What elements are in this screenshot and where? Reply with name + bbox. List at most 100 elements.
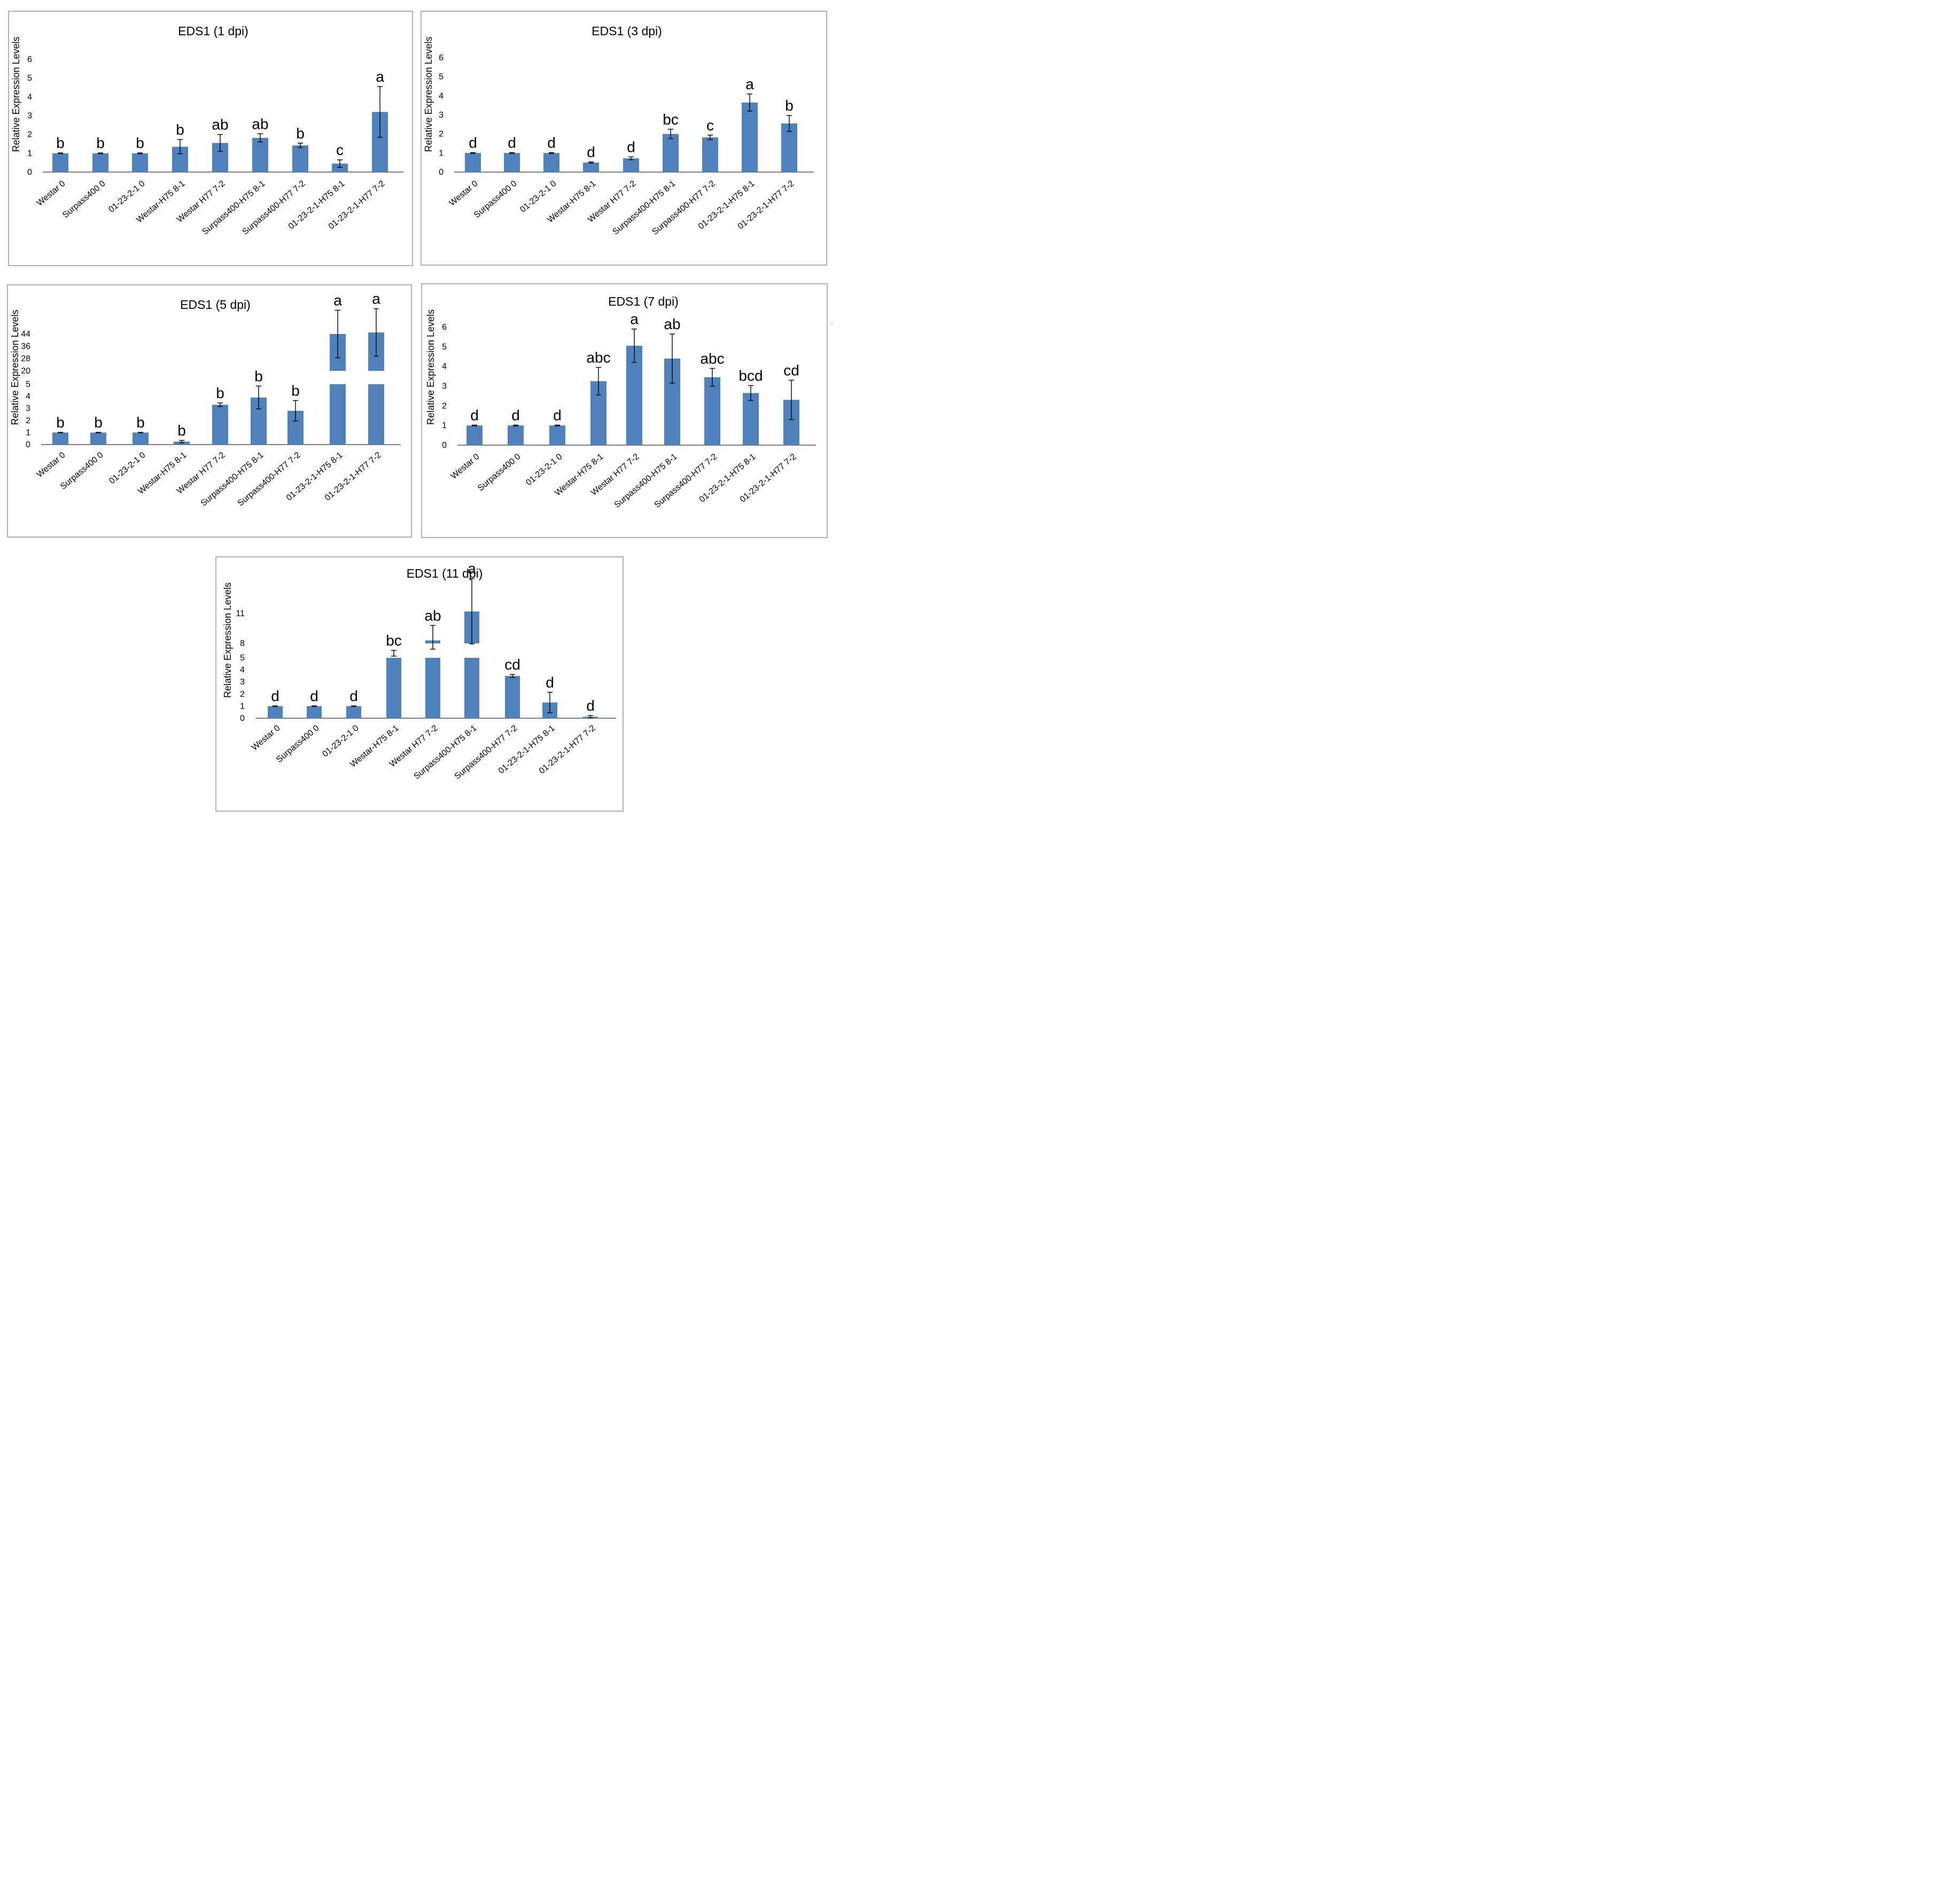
chart-title: EDS1 (1 dpi) — [178, 24, 248, 38]
bar — [466, 425, 483, 445]
y-tick-label: 2 — [27, 130, 32, 139]
y-tick-label: 28 — [21, 354, 30, 363]
significance-label: a — [333, 292, 342, 308]
significance-label: a — [468, 561, 476, 577]
significance-label: a — [630, 311, 639, 328]
significance-label: d — [546, 674, 554, 690]
y-tick-label: 1 — [439, 149, 444, 158]
y-tick-label: 0 — [26, 440, 30, 449]
figure-canvas: EDS1 (1 dpi) Relative Expression Levels 0 1… — [7, 11, 833, 812]
chart-panel-1: EDS1 (1 dpi) Relative Expression Levels 0 1… — [8, 11, 413, 266]
bar — [252, 137, 268, 172]
y-tick-label: 3 — [27, 112, 32, 121]
significance-label: b — [56, 414, 65, 431]
bar — [583, 162, 599, 172]
y-tick-label: 5 — [240, 654, 245, 663]
bar — [90, 432, 106, 445]
significance-label: abc — [700, 350, 724, 367]
y-tick-label: 5 — [27, 74, 32, 83]
bar-lower-segment — [330, 384, 346, 445]
y-tick-label: 4 — [26, 392, 30, 401]
bar — [465, 153, 481, 172]
y-tick-label: 3 — [240, 678, 245, 687]
significance-label: ab — [664, 316, 680, 332]
bar — [702, 137, 718, 172]
bar — [133, 432, 149, 445]
significance-label: ab — [252, 115, 268, 132]
bar — [212, 405, 228, 445]
y-axis-label: Relative Expression Levels — [11, 36, 21, 152]
y-tick-label: 8 — [240, 639, 245, 648]
bar — [743, 393, 759, 445]
chart-panel-2: EDS1 (3 dpi) Relative Expression Levels 0 1… — [421, 11, 827, 266]
significance-label: d — [587, 144, 595, 160]
chart-frame — [215, 556, 624, 812]
y-tick-label: 5 — [442, 343, 447, 352]
bar — [52, 153, 68, 172]
chart-title: EDS1 (3 dpi) — [592, 24, 662, 38]
y-tick-label: 3 — [439, 111, 444, 120]
chart-frame — [8, 11, 413, 266]
significance-label: c — [706, 117, 714, 134]
significance-label: b — [56, 135, 65, 151]
significance-label: b — [785, 97, 794, 114]
chart-frame — [421, 283, 828, 538]
significance-label: d — [470, 407, 479, 423]
y-tick-label: 1 — [26, 428, 30, 437]
significance-label: d — [547, 135, 556, 151]
bar — [332, 164, 348, 172]
significance-label: b — [96, 135, 105, 151]
chart-title: EDS1 (11 dpi) — [407, 566, 483, 580]
y-tick-label: 2 — [439, 130, 444, 139]
y-tick-label: 2 — [26, 416, 30, 425]
bar-lower-segment — [425, 658, 440, 718]
bar — [92, 153, 108, 172]
y-tick-label: 0 — [439, 168, 444, 177]
y-axis-label: Relative Expression Levels — [10, 309, 20, 425]
significance-label: ab — [424, 607, 441, 624]
significance-label: b — [136, 135, 144, 151]
chart-frame — [421, 11, 827, 266]
y-tick-label: 2 — [240, 690, 245, 699]
bar — [268, 706, 283, 718]
significance-label: bcd — [738, 367, 763, 384]
bar — [543, 153, 559, 172]
y-tick-label: 5 — [439, 73, 444, 82]
y-tick-label: 0 — [442, 441, 447, 450]
chart-panel-5: EDS1 (11 dpi) Relative Expression Levels 0… — [215, 556, 624, 812]
y-tick-label: 20 — [21, 367, 30, 376]
y-tick-label: 44 — [21, 330, 30, 339]
y-tick-label: 5 — [26, 380, 30, 389]
bar — [508, 425, 524, 445]
y-tick-label: 4 — [27, 92, 32, 102]
y-tick-label: 1 — [27, 149, 32, 158]
bar — [742, 102, 758, 172]
y-tick-label: 2 — [442, 401, 447, 410]
significance-label: d — [469, 135, 477, 151]
bar — [292, 145, 308, 172]
significance-label: d — [553, 407, 562, 423]
y-tick-label: 4 — [240, 666, 245, 675]
significance-label: a — [745, 76, 754, 92]
bar — [504, 153, 520, 172]
y-tick-label: 6 — [439, 53, 444, 63]
significance-label: b — [216, 385, 224, 401]
y-tick-label: 6 — [27, 55, 32, 64]
bar — [505, 675, 520, 718]
significance-label: b — [296, 125, 305, 142]
significance-label: d — [586, 697, 595, 714]
y-tick-label: 4 — [439, 91, 444, 100]
significance-label: b — [291, 383, 300, 399]
bar — [623, 158, 639, 172]
significance-label: bc — [386, 632, 402, 649]
significance-label: a — [372, 291, 380, 307]
significance-label: ab — [212, 116, 228, 133]
significance-label: b — [136, 414, 145, 431]
significance-label: d — [310, 688, 318, 704]
bar — [704, 377, 720, 445]
chart-panel-3: EDS1 (5 dpi) Relative Expression Levels 0 1… — [7, 284, 412, 538]
y-tick-label: 36 — [21, 342, 30, 351]
y-tick-label: 1 — [240, 702, 245, 711]
significance-label: d — [627, 138, 635, 155]
significance-label: cd — [504, 656, 520, 673]
